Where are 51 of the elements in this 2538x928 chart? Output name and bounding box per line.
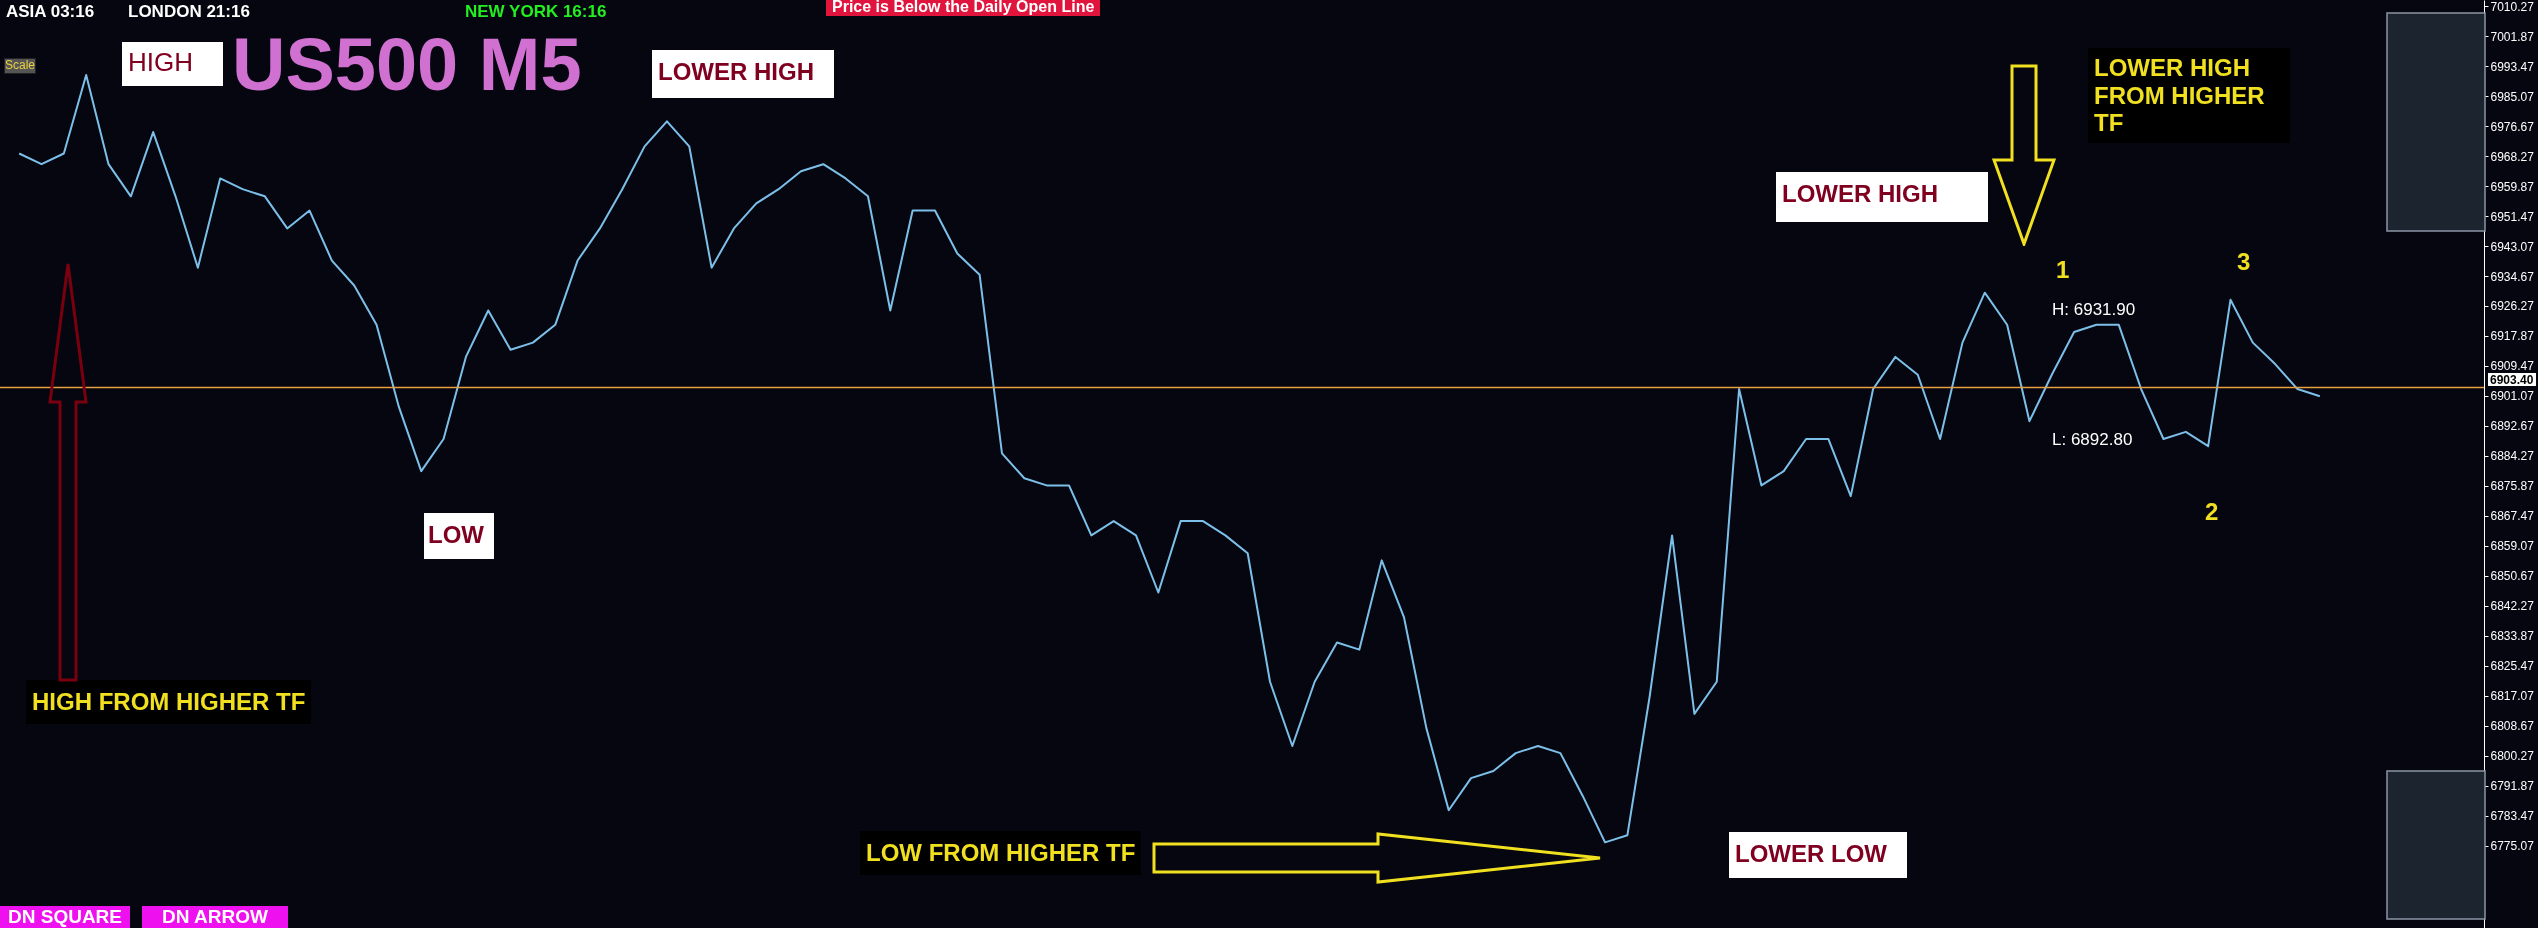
annotation: DN ARROW <box>142 906 288 928</box>
ref-line-label: 6903.40 <box>2490 372 2534 387</box>
y-tick-label: 6926.27 <box>2490 299 2535 314</box>
y-tick-label: 6951.47 <box>2490 209 2535 224</box>
annotation: LOW FROM HIGHER TF <box>860 831 1142 875</box>
y-tick-label: 7010.27 <box>2490 0 2535 14</box>
y-tick-label: 6934.67 <box>2490 269 2535 284</box>
annotation: L: 6892.80 <box>2052 430 2133 450</box>
y-tick-label: 6993.47 <box>2490 59 2535 74</box>
y-tick-label: 6800.27 <box>2490 749 2535 764</box>
y-tick-label: 6859.07 <box>2490 539 2535 554</box>
annotation: Scale <box>4 58 37 74</box>
y-tick-label: 6959.87 <box>2490 179 2535 194</box>
y-tick-label: 6825.47 <box>2490 659 2535 674</box>
y-tick-label: 6817.07 <box>2490 689 2535 704</box>
annotation: LOW <box>424 513 494 559</box>
y-tick-label: 6775.07 <box>2490 839 2535 854</box>
annotation: LOWER LOW <box>1729 832 1907 878</box>
y-tick-label: 6884.27 <box>2490 449 2535 464</box>
annotation: H: 6931.90 <box>2052 300 2136 320</box>
y-tick-label: 6917.87 <box>2490 329 2535 344</box>
annotation: 3 <box>2237 248 2251 276</box>
annotation: ASIA 03:16 <box>6 2 95 22</box>
y-tick-label: 6833.87 <box>2490 629 2535 644</box>
annotation: DN SQUARE <box>0 906 131 928</box>
y-tick-label: 6968.27 <box>2490 149 2535 164</box>
y-tick-label: 6850.67 <box>2490 569 2535 584</box>
chart-title: US500 M5 <box>232 23 582 106</box>
y-tick-label: 6842.27 <box>2490 599 2535 614</box>
y-tick-label: 6943.07 <box>2490 239 2535 254</box>
y-tick-label: 6783.47 <box>2490 809 2535 824</box>
y-tick-label: 6901.07 <box>2490 389 2535 404</box>
annotation: LOWER HIGH FROM HIGHER TF <box>2088 48 2290 143</box>
annotation: 2 <box>2205 498 2219 526</box>
annotation: LOWER HIGH <box>652 50 834 98</box>
annotation: 1 <box>2056 256 2070 284</box>
annotation: NEW YORK 16:16 <box>465 2 607 22</box>
y-tick-label: 6892.67 <box>2490 419 2535 434</box>
annotation: Price is Below the Daily Open Line <box>826 0 1101 17</box>
annotation: LONDON 21:16 <box>128 2 250 22</box>
y-tick-label: 6985.07 <box>2490 89 2535 104</box>
y-tick-label: 7001.87 <box>2490 29 2535 44</box>
y-tick-label: 6976.67 <box>2490 119 2535 134</box>
y-tick-label: 6875.87 <box>2490 479 2535 494</box>
y-tick-label: 6909.47 <box>2490 359 2535 374</box>
annotation: LOWER HIGH <box>1776 172 1988 222</box>
y-tick-label: 6791.87 <box>2490 779 2535 794</box>
annotation: HIGH <box>122 42 223 86</box>
y-tick-label: 6867.47 <box>2490 509 2535 524</box>
annotation: HIGH FROM HIGHER TF <box>26 680 312 724</box>
y-tick-label: 6808.67 <box>2490 719 2535 734</box>
